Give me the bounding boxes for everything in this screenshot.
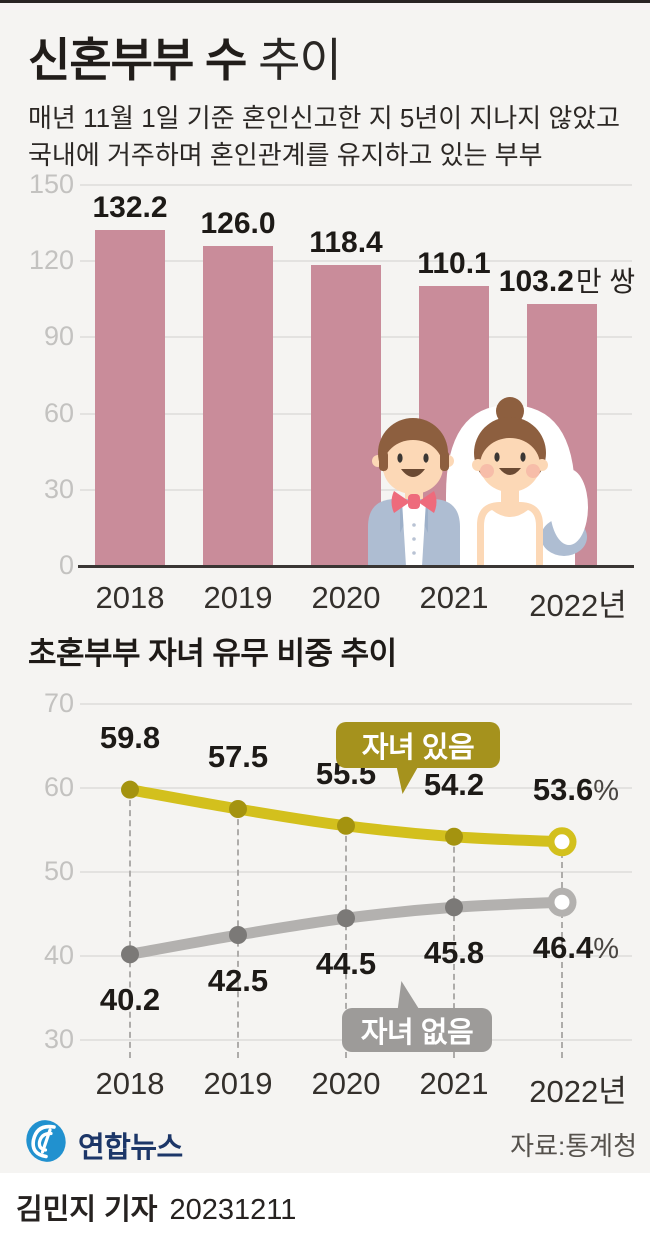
page-title-strong: 신혼부부 수: [28, 34, 247, 86]
legend-label-has-children: 자녀 있음: [361, 732, 475, 764]
source-credit: 자료:통계청: [510, 1131, 637, 1161]
y-tick-label: 120: [28, 245, 74, 276]
x-tick-label: 2019: [203, 580, 273, 615]
x-tick-label: 2021: [419, 580, 489, 615]
bar-value-label: 118.4: [309, 226, 383, 259]
legend-label-no-children: 자녀 없음: [360, 1017, 474, 1049]
bar: [95, 230, 165, 566]
x-tick-label: 2018: [95, 580, 165, 615]
y-tick-label: 90: [43, 321, 74, 352]
point-guide-line: [237, 809, 239, 1058]
x-tick-label: 2019: [203, 1066, 273, 1101]
bar-unit-suffix: 만 쌍: [575, 266, 636, 297]
bar: [203, 246, 273, 566]
point-value-label: 57.5: [207, 739, 269, 774]
wedding-couple-illustration: [368, 397, 588, 566]
bar: [311, 265, 381, 566]
byline-strip: 김민지 기자 20231211: [0, 1173, 650, 1234]
x-tick-label: 2022년: [529, 1074, 627, 1109]
page-title-rest: 추이: [246, 34, 342, 86]
y-tick-label: 70: [43, 688, 74, 718]
bar-value-label: 110.1: [417, 247, 491, 280]
x-tick-label: 2018: [95, 1066, 165, 1101]
point-value-label: 42.5: [207, 963, 269, 998]
y-tick-label: 0: [58, 550, 74, 580]
y-tick-label: 60: [43, 772, 74, 802]
yonhap-logo-icon: [26, 1120, 66, 1162]
y-tick-label: 50: [43, 856, 74, 886]
x-tick-label: 2022년: [529, 588, 627, 623]
grid-line: [80, 260, 632, 263]
bubble-tail-up: [390, 981, 420, 1010]
point-value-label: 44.5: [315, 946, 377, 982]
x-axis-line: [78, 565, 634, 568]
percent-sign: %: [593, 774, 620, 807]
legend-bubble-has-children: 자녀 있음: [336, 722, 500, 794]
grid-line: [80, 703, 632, 705]
point-value-label: 40.2: [99, 982, 161, 1018]
report-date: 20231211: [169, 1194, 297, 1226]
point-value-label: 53.6%: [532, 771, 620, 807]
percent-sign: %: [593, 933, 620, 966]
subtitle-line-2: 국내에 거주하며 혼인관계를 유지하고 있는 부부: [28, 140, 543, 170]
bar-value-label: 126.0: [200, 207, 276, 240]
grid-line: [80, 871, 632, 873]
y-tick-label: 30: [43, 1024, 74, 1054]
bar-value-label: 132.2: [92, 191, 168, 224]
reporter-name: 김민지 기자: [16, 1194, 158, 1226]
x-tick-label: 2020: [311, 1066, 381, 1101]
byline: 김민지 기자 20231211: [16, 1186, 296, 1228]
page-title: 신혼부부 수 추이: [28, 24, 342, 90]
grid-line: [80, 184, 632, 186]
point-value-label: 45.8: [423, 935, 485, 971]
logo-text: 연합뉴스: [78, 1132, 183, 1164]
bar-value-label: 103.2만 쌍: [498, 265, 636, 298]
section-title: 초혼부부 자녀 유무 비중 추이: [28, 636, 397, 671]
top-border: [0, 0, 650, 3]
y-tick-label: 30: [43, 473, 74, 504]
legend-bubble-no-children: 자녀 없음: [342, 981, 492, 1052]
subtitle: 매년 11월 1일 기준 혼인신고한 지 5년이 지나지 않았고 국내에 거주하…: [28, 100, 620, 174]
bride-illustration: [446, 397, 588, 566]
y-tick-label: 60: [43, 397, 74, 428]
point-value-label: 46.4%: [532, 930, 620, 966]
x-tick-label: 2021: [419, 1066, 489, 1101]
y-tick-label: 40: [43, 940, 74, 970]
y-tick-label: 150: [28, 169, 74, 199]
point-value-label: 59.8: [99, 719, 161, 755]
point-value-label: 54.2: [423, 766, 485, 802]
subtitle-line-1: 매년 11월 1일 기준 혼인신고한 지 5년이 지나지 않았고: [28, 103, 621, 133]
x-tick-label: 2020: [311, 580, 381, 615]
groom-illustration: [368, 418, 460, 566]
bubble-tail-down: [391, 766, 419, 794]
